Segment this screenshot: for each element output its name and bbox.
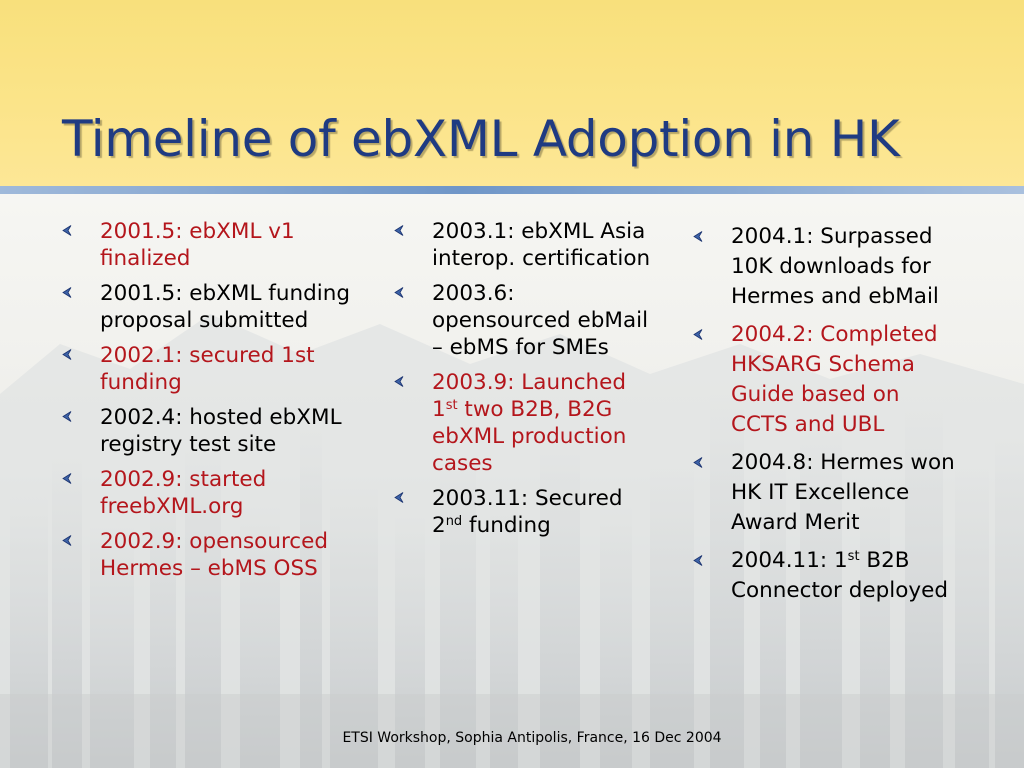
timeline-column-2001-2002: 2001.5: ebXML v1 finalized 2001.5: ebXML… [60, 218, 360, 590]
title-divider [0, 186, 1024, 194]
slide-title: Timeline of ebXML Adoption in HK [62, 110, 900, 168]
timeline-item: 2004.8: Hermes won HK IT Excellence Awar… [691, 448, 956, 538]
timeline-column-2003: 2003.1: ebXML Asia interop. certificatio… [392, 218, 652, 547]
timeline-item-text: 2001.5: ebXML v1 finalized [100, 219, 295, 271]
chevron-bullet-icon [394, 225, 404, 236]
ordinal-suffix: st [445, 398, 458, 413]
timeline-item: 2002.9: opensourced Hermes – ebMS OSS [60, 528, 360, 582]
chevron-bullet-icon [693, 457, 703, 468]
timeline-item: 2003.9: Launched 1st two B2B, B2G ebXML … [392, 369, 652, 477]
title-band [0, 0, 1024, 186]
timeline-item: 2003.1: ebXML Asia interop. certificatio… [392, 218, 652, 272]
timeline-item-text: 2002.4: hosted ebXML registry test site [100, 405, 342, 457]
chevron-bullet-icon [62, 535, 72, 546]
chevron-bullet-icon [62, 349, 72, 360]
chevron-bullet-icon [394, 492, 404, 503]
timeline-item-text: 2004.1: Surpassed 10K downloads for Herm… [731, 224, 939, 309]
timeline-item: 2001.5: ebXML v1 finalized [60, 218, 360, 272]
timeline-item-text: 2004.2: Completed HKSARG Schema Guide ba… [731, 322, 938, 437]
timeline-item-text: 2002.1: secured 1st funding [100, 343, 315, 395]
city-skyline-image [0, 314, 1024, 768]
timeline-item-text-end: B2B Connector deployed [731, 548, 948, 603]
timeline-item: 2002.1: secured 1st funding [60, 342, 360, 396]
timeline-item: 2002.4: hosted ebXML registry test site [60, 404, 360, 458]
chevron-bullet-icon [693, 555, 703, 566]
timeline-item-text-start: 2003.9: Launched 1 [432, 370, 627, 422]
timeline-item: 2004.1: Surpassed 10K downloads for Herm… [691, 222, 956, 312]
chevron-bullet-icon [62, 411, 72, 422]
timeline-item-text: 2002.9: opensourced Hermes – ebMS OSS [100, 529, 329, 581]
timeline-item-text: 2004.8: Hermes won HK IT Excellence Awar… [731, 450, 955, 535]
timeline-item-text: 2001.5: ebXML funding proposal submitted [100, 281, 350, 333]
chevron-bullet-icon [693, 329, 703, 340]
timeline-item: 2001.5: ebXML funding proposal submitted [60, 280, 360, 334]
timeline-item: 2003.11: Secured 2nd funding [392, 485, 652, 539]
timeline-item-text-start: 2003.11: Secured 2 [432, 486, 623, 538]
timeline-item: 2003.6: opensourced ebMail – ebMS for SM… [392, 280, 652, 361]
chevron-bullet-icon [62, 225, 72, 236]
timeline-item: 2004.11: 1st B2B Connector deployed [691, 546, 956, 606]
ordinal-suffix: st [847, 549, 860, 564]
ordinal-suffix: nd [445, 514, 463, 529]
timeline-item-text: 2003.1: ebXML Asia interop. certificatio… [432, 219, 651, 271]
timeline-item-text-end: two B2B, B2G ebXML production cases [432, 397, 627, 476]
chevron-bullet-icon [693, 231, 703, 242]
timeline-item: 2002.9: started freebXML.org [60, 466, 360, 520]
timeline-item: 2004.2: Completed HKSARG Schema Guide ba… [691, 320, 956, 440]
chevron-bullet-icon [62, 473, 72, 484]
chevron-bullet-icon [394, 287, 404, 298]
timeline-item-text-start: 2004.11: 1 [731, 548, 848, 573]
chevron-bullet-icon [394, 376, 404, 387]
chevron-bullet-icon [62, 287, 72, 298]
timeline-item-text: 2003.6: opensourced ebMail – ebMS for SM… [432, 281, 649, 360]
timeline-item-text-end: funding [462, 513, 551, 538]
timeline-item-text: 2002.9: started freebXML.org [100, 467, 267, 519]
slide-footer: ETSI Workshop, Sophia Antipolis, France,… [342, 730, 722, 746]
timeline-column-2004: 2004.1: Surpassed 10K downloads for Herm… [691, 222, 956, 614]
